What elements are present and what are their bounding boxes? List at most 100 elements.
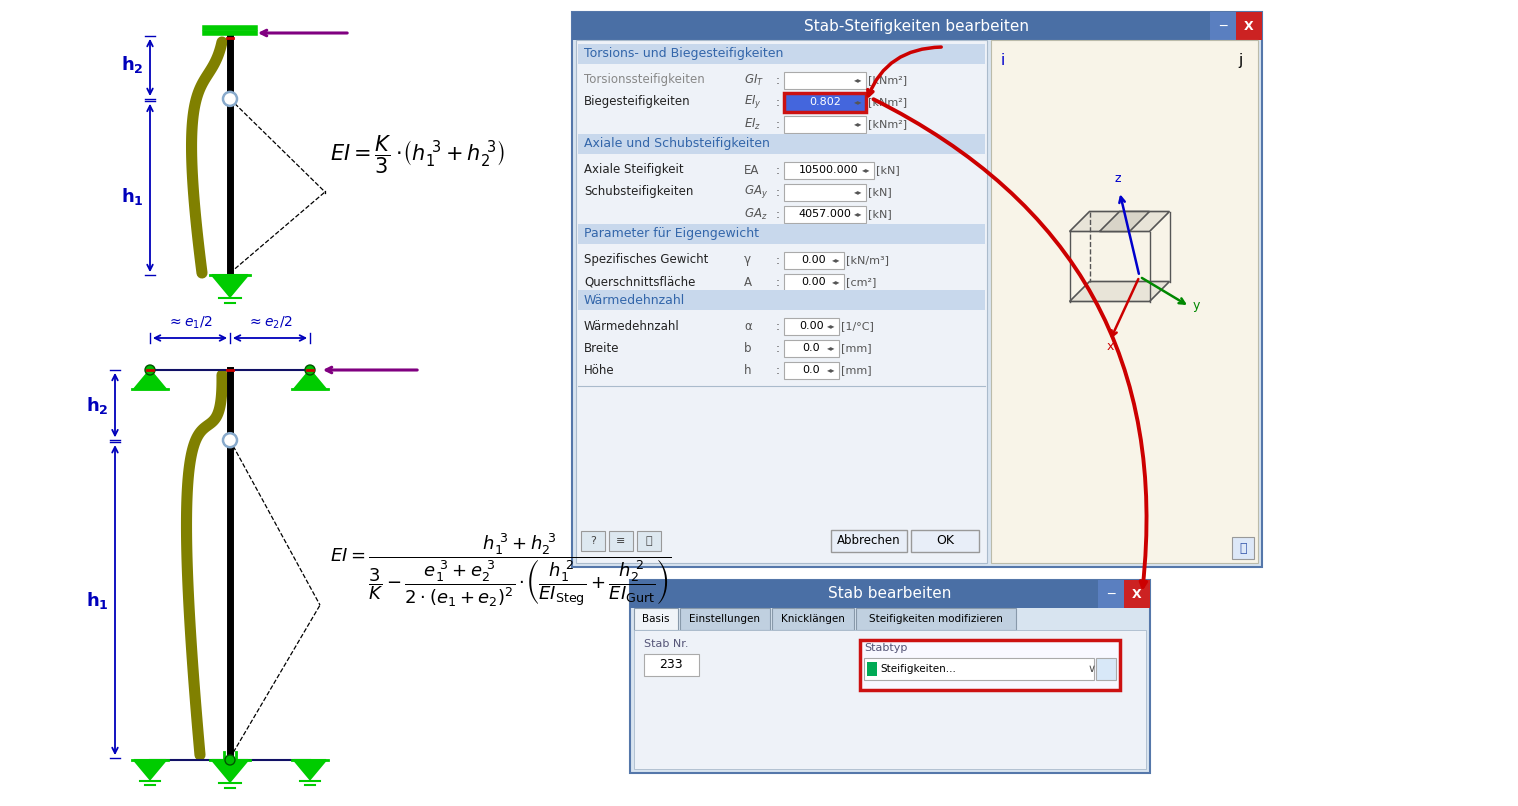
Text: [kN]: [kN] <box>868 209 891 219</box>
Text: 0.00: 0.00 <box>802 255 826 265</box>
Text: Axiale und Schubsteifigkeiten: Axiale und Schubsteifigkeiten <box>584 138 770 151</box>
Bar <box>635 608 679 630</box>
Bar <box>680 608 770 630</box>
Text: 📋: 📋 <box>645 536 653 546</box>
Text: :: : <box>776 118 780 131</box>
Text: $EI_z$: $EI_z$ <box>744 116 762 131</box>
Text: Abbrechen: Abbrechen <box>838 534 900 547</box>
Circle shape <box>223 433 237 447</box>
Bar <box>867 662 877 676</box>
Text: ⓘ: ⓘ <box>1239 542 1246 555</box>
Bar <box>1233 537 1254 559</box>
Bar <box>578 134 985 154</box>
Circle shape <box>305 365 316 375</box>
Text: 0.0: 0.0 <box>803 365 820 375</box>
Text: A: A <box>744 276 751 289</box>
Text: ◂▸: ◂▸ <box>862 165 870 175</box>
Polygon shape <box>213 760 247 782</box>
Text: X: X <box>1132 588 1142 600</box>
Circle shape <box>223 92 237 106</box>
Text: [kNm²]: [kNm²] <box>868 119 908 129</box>
Bar <box>572 12 1261 567</box>
Text: Axiale Steifigkeit: Axiale Steifigkeit <box>584 164 683 177</box>
Polygon shape <box>294 370 326 389</box>
Text: x: x <box>1107 339 1114 352</box>
Bar <box>1098 580 1123 608</box>
Text: 4057.000: 4057.000 <box>798 209 852 219</box>
Bar <box>783 318 839 335</box>
Bar <box>581 531 606 551</box>
Text: [kN]: [kN] <box>876 165 900 175</box>
Polygon shape <box>213 275 247 297</box>
Text: $EI_y$: $EI_y$ <box>744 93 762 110</box>
Text: Torsionssteifigkeiten: Torsionssteifigkeiten <box>584 73 704 86</box>
Bar <box>575 40 987 563</box>
Text: Einstellungen: Einstellungen <box>689 614 761 624</box>
Text: Stabtyp: Stabtyp <box>864 643 908 653</box>
Text: Parameter für Eigengewicht: Parameter für Eigengewicht <box>584 227 759 240</box>
Bar <box>783 274 844 291</box>
Bar <box>911 530 979 552</box>
Text: 0.802: 0.802 <box>809 97 841 107</box>
Text: b: b <box>744 342 751 355</box>
Bar <box>635 630 1146 769</box>
Text: Knicklängen: Knicklängen <box>782 614 846 624</box>
Text: $\mathbf{h_2}$: $\mathbf{h_2}$ <box>87 395 109 416</box>
Text: 10500.000: 10500.000 <box>798 165 859 175</box>
Text: [mm]: [mm] <box>841 365 871 375</box>
Polygon shape <box>294 760 326 779</box>
Bar <box>830 530 906 552</box>
Text: y: y <box>1193 300 1199 313</box>
Text: [mm]: [mm] <box>841 343 871 353</box>
Text: Wärmedehnzahl: Wärmedehnzahl <box>584 293 685 306</box>
Text: i: i <box>1000 53 1005 68</box>
Polygon shape <box>1099 211 1149 231</box>
Bar <box>578 290 985 310</box>
Text: $EI = \dfrac{h_1^{\ 3}+h_2^{\ 3}}{\dfrac{3}{K}-\dfrac{e_1^{\ 3}+e_2^{\ 3}}{2\cdo: $EI = \dfrac{h_1^{\ 3}+h_2^{\ 3}}{\dfrac… <box>329 531 671 609</box>
Text: ≡: ≡ <box>616 536 625 546</box>
Polygon shape <box>1070 211 1169 231</box>
Text: :: : <box>776 185 780 198</box>
Text: :: : <box>776 95 780 109</box>
Bar <box>630 580 1151 608</box>
Text: ◂▸: ◂▸ <box>855 119 862 128</box>
Bar <box>1096 658 1116 680</box>
Text: $\approx e_1/2$: $\approx e_1/2$ <box>167 314 213 331</box>
Text: ◂▸: ◂▸ <box>827 365 835 375</box>
Polygon shape <box>134 760 165 779</box>
Text: Biegesteifigkeiten: Biegesteifigkeiten <box>584 95 691 109</box>
Bar <box>638 531 660 551</box>
Text: ?: ? <box>591 536 597 546</box>
Text: h: h <box>744 364 751 376</box>
Bar <box>783 362 839 379</box>
Text: Stab bearbeiten: Stab bearbeiten <box>829 587 952 601</box>
Text: [kNm²]: [kNm²] <box>868 75 908 85</box>
Text: OK: OK <box>937 534 953 547</box>
Text: $EI = \dfrac{K}{3}\cdot\!\left(h_1^{\ 3}+h_2^{\ 3}\right)$: $EI = \dfrac{K}{3}\cdot\!\left(h_1^{\ 3}… <box>329 134 505 177</box>
Text: Höhe: Höhe <box>584 364 615 376</box>
Text: ◂▸: ◂▸ <box>832 277 841 286</box>
Bar <box>630 580 1151 773</box>
Text: ◂▸: ◂▸ <box>855 76 862 85</box>
Bar <box>783 184 865 201</box>
Text: :: : <box>776 207 780 221</box>
Text: :: : <box>776 342 780 355</box>
Text: γ: γ <box>744 254 751 267</box>
Circle shape <box>146 365 155 375</box>
Text: ◂▸: ◂▸ <box>855 188 862 197</box>
Polygon shape <box>134 370 165 389</box>
Text: α: α <box>744 319 751 333</box>
Polygon shape <box>1070 281 1169 301</box>
Bar <box>773 608 855 630</box>
Bar <box>783 162 874 179</box>
Text: [1/°C]: [1/°C] <box>841 321 874 331</box>
Text: 0.00: 0.00 <box>798 321 824 331</box>
Text: :: : <box>776 276 780 289</box>
Text: $GA_y$: $GA_y$ <box>744 184 768 201</box>
Bar <box>578 224 985 244</box>
Bar <box>783 206 865 223</box>
Bar <box>578 44 985 64</box>
Circle shape <box>225 755 235 765</box>
Text: Steifigkeiten...: Steifigkeiten... <box>880 664 956 674</box>
Text: [kNm²]: [kNm²] <box>868 97 908 107</box>
